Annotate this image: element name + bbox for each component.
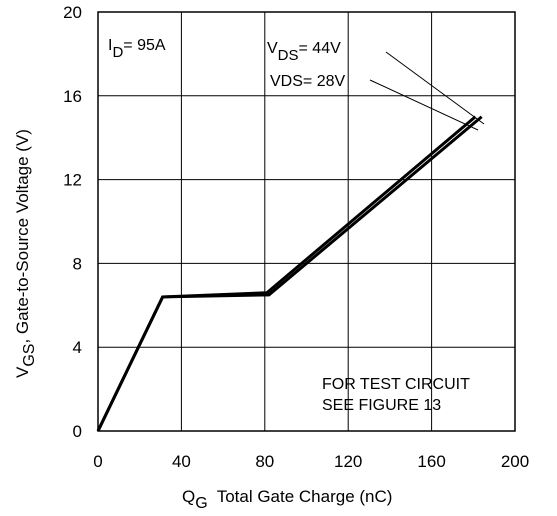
vds28-leader-line [369, 79, 479, 131]
plot-frame [97, 11, 516, 432]
x-tick-label: 120 [334, 452, 362, 471]
vds44-label: VDS= 44V [267, 40, 341, 64]
id-annotation: ID= 95A [108, 37, 166, 61]
y-tick-label: 16 [63, 87, 82, 106]
x-tick-label: 0 [93, 452, 102, 471]
y-tick-label: 4 [73, 338, 82, 357]
x-tick-label: 40 [172, 452, 191, 471]
vds44-leader-line [385, 51, 485, 125]
test-circuit-note-line2: SEE FIGURE 13 [322, 397, 441, 414]
test-circuit-note-line1: FOR TEST CIRCUIT [322, 376, 470, 393]
y-axis-title: VGS, Gate-to-Source Voltage (V) [13, 129, 38, 378]
series-layer [96, 115, 483, 432]
vds28-label: VDS= 28V [270, 73, 345, 90]
x-tick-label: 160 [417, 452, 445, 471]
y-tick-label: 20 [63, 3, 82, 22]
y-tick-labels: 0 4 8 12 16 20 [63, 3, 82, 441]
y-tick-label: 8 [73, 254, 82, 273]
x-tick-label: 200 [501, 452, 529, 471]
x-tick-label: 80 [255, 452, 274, 471]
x-tick-labels: 0 40 80 120 160 200 [93, 452, 529, 471]
y-tick-label: 12 [63, 171, 82, 190]
y-tick-label: 0 [73, 422, 82, 441]
x-axis-title: QG Total Gate Charge (nC) [182, 487, 392, 512]
series-line-vds-28v [96, 115, 477, 432]
